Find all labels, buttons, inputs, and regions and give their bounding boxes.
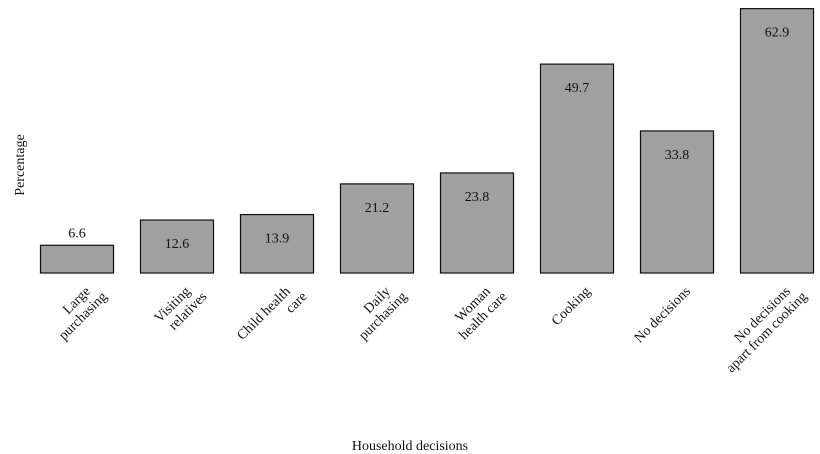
y-axis-title: Percentage — [13, 134, 28, 195]
bar — [639, 130, 715, 274]
value-label: 21.2 — [365, 201, 390, 216]
value-label: 62.9 — [765, 26, 790, 41]
bar — [39, 244, 115, 274]
x-tick-label: Largepurchasing — [45, 279, 110, 344]
x-tick-label: Visitingrelatives — [152, 279, 210, 337]
bar — [539, 63, 615, 274]
x-tick-label: Dailypurchasing — [345, 279, 410, 344]
value-label: 13.9 — [265, 232, 290, 247]
x-tick-label: Child healthcare — [235, 279, 311, 355]
value-label: 6.6 — [68, 226, 86, 241]
value-label: 33.8 — [665, 148, 690, 163]
bar — [139, 219, 215, 274]
value-label: 49.7 — [565, 81, 590, 96]
bar — [339, 183, 415, 274]
bar — [239, 213, 315, 274]
value-label: 23.8 — [465, 190, 490, 205]
bar — [739, 8, 815, 274]
x-tick-label: No decisionsapart from cooking — [713, 279, 810, 376]
x-tick-label: Womanhealth care — [446, 279, 511, 344]
x-tick-label: Cooking — [549, 284, 594, 329]
bar — [439, 172, 515, 274]
x-tick-label: No decisions — [632, 284, 694, 346]
x-axis-title: Household decisions — [352, 439, 468, 454]
value-label: 12.6 — [165, 237, 190, 252]
